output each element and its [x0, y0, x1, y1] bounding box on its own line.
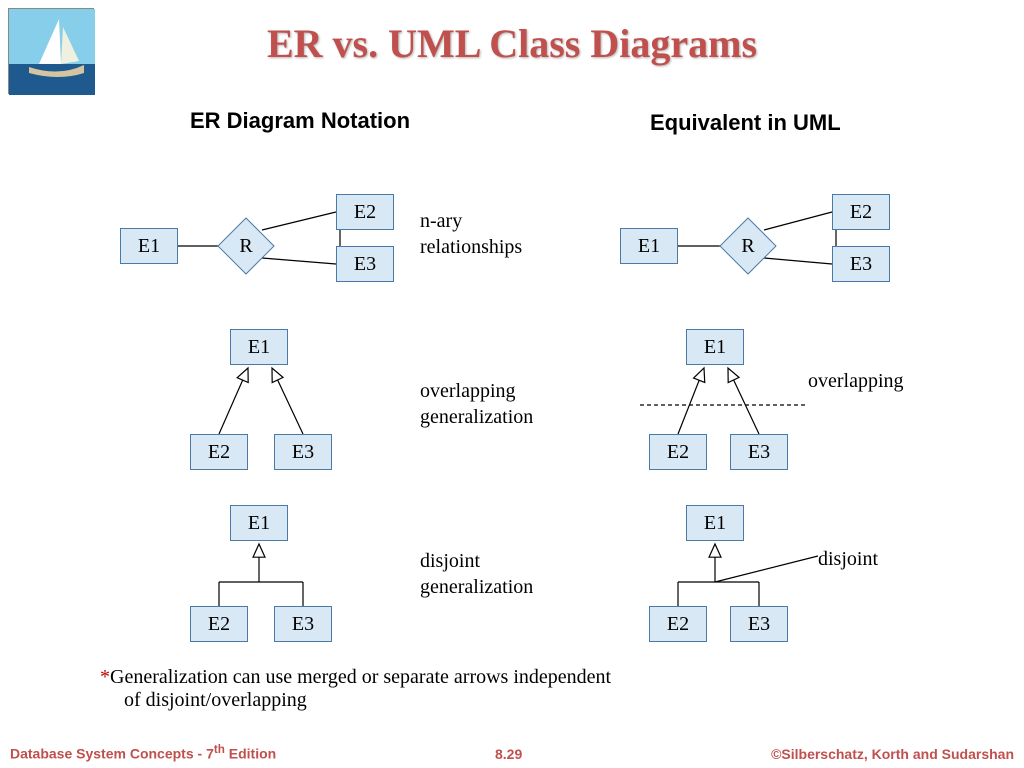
- er-overlap-e2: E2: [190, 434, 248, 470]
- footnote: *Generalization can use merged or separa…: [100, 666, 611, 712]
- footnote-line2: of disjoint/overlapping: [124, 689, 307, 711]
- uml-disjoint-e2: E2: [649, 606, 707, 642]
- uml-nary-e3: E3: [832, 246, 890, 282]
- er-nary-e3: E3: [336, 246, 394, 282]
- er-overlap-e1: E1: [230, 329, 288, 365]
- er-disjoint-e2: E2: [190, 606, 248, 642]
- footnote-star: *: [100, 666, 110, 688]
- label-nary: n-ary relationships: [420, 208, 522, 260]
- er-nary-e2: E2: [336, 194, 394, 230]
- subtitle-left: ER Diagram Notation: [190, 108, 410, 134]
- uml-disjoint-e1: E1: [686, 505, 744, 541]
- label-overlap-er: overlapping generalization: [420, 378, 533, 430]
- uml-nary-r: R: [718, 216, 778, 276]
- uml-overlap-e3: E3: [730, 434, 788, 470]
- label-disjoint-er: disjoint generalization: [420, 548, 533, 600]
- er-disjoint-e1: E1: [230, 505, 288, 541]
- uml-nary-e2: E2: [832, 194, 890, 230]
- label-disjoint-uml: disjoint: [818, 546, 878, 572]
- footer-center: 8.29: [495, 746, 522, 762]
- uml-nary-e1: E1: [620, 228, 678, 264]
- footer-th: th: [214, 743, 225, 756]
- footer-right: ©Silberschatz, Korth and Sudarshan: [771, 746, 1014, 762]
- slide-title: ER vs. UML Class Diagrams: [0, 20, 1024, 67]
- footer-left: Database System Concepts - 7th Edition: [10, 743, 276, 762]
- uml-disjoint-e3: E3: [730, 606, 788, 642]
- footnote-line1: Generalization can use merged or separat…: [110, 666, 611, 688]
- subtitle-right: Equivalent in UML: [650, 110, 841, 136]
- footer-edition: Edition: [225, 746, 276, 762]
- label-overlap-uml: overlapping: [808, 368, 904, 394]
- uml-nary-r-label: R: [741, 235, 754, 258]
- er-disjoint-e3: E3: [274, 606, 332, 642]
- footer-left-text: Database System Concepts - 7: [10, 746, 214, 762]
- er-nary-e1: E1: [120, 228, 178, 264]
- er-nary-r-label: R: [239, 235, 252, 258]
- er-overlap-e3: E3: [274, 434, 332, 470]
- uml-overlap-e1: E1: [686, 329, 744, 365]
- er-nary-r: R: [216, 216, 276, 276]
- uml-overlap-e2: E2: [649, 434, 707, 470]
